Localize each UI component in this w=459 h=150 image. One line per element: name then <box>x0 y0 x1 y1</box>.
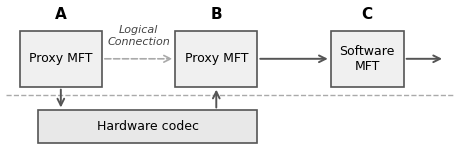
Text: Logical
Connection: Logical Connection <box>107 26 169 47</box>
Text: Software
MFT: Software MFT <box>339 45 394 73</box>
FancyBboxPatch shape <box>175 31 257 87</box>
Text: Proxy MFT: Proxy MFT <box>29 52 92 65</box>
FancyBboxPatch shape <box>20 31 102 87</box>
Text: Proxy MFT: Proxy MFT <box>184 52 247 65</box>
Text: A: A <box>55 7 67 22</box>
FancyBboxPatch shape <box>38 110 257 143</box>
Text: B: B <box>210 7 222 22</box>
Text: C: C <box>361 7 372 22</box>
FancyBboxPatch shape <box>330 31 403 87</box>
Text: Hardware codec: Hardware codec <box>96 120 198 133</box>
